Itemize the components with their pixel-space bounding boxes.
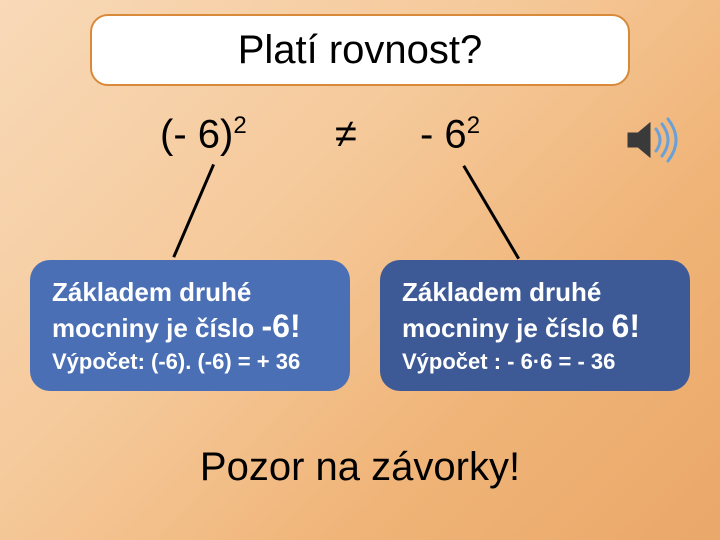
card-left-line2: mocniny je číslo -6! — [52, 308, 328, 345]
card-right-line2b: 6! — [612, 308, 640, 344]
sound-icon — [620, 115, 680, 170]
explanation-card-left: Základem druhé mocniny je číslo -6! Výpo… — [30, 260, 350, 391]
title-box: Platí rovnost? — [90, 14, 630, 86]
explanation-card-right: Základem druhé mocniny je číslo 6! Výpoč… — [380, 260, 690, 391]
card-left-calc: Výpočet: (-6). (-6) = + 36 — [52, 349, 328, 375]
card-right-line2: mocniny je číslo 6! — [402, 308, 668, 345]
equation-left: (- 6)2 — [160, 112, 247, 157]
equation-right: - 62 — [420, 112, 480, 157]
card-left-line2a: mocniny je číslo — [52, 313, 262, 343]
card-right-calc: Výpočet : - 6·6 = - 36 — [402, 349, 668, 375]
equation-operator: ≠ — [335, 112, 357, 157]
eq-right-prefix: - 6 — [420, 112, 467, 156]
card-right-line1: Základem druhé — [402, 278, 668, 308]
eq-left-base: (- 6) — [160, 112, 233, 156]
eq-right-exp: 2 — [467, 112, 480, 139]
card-left-line2b: -6! — [262, 308, 301, 344]
title-text: Platí rovnost? — [238, 28, 483, 73]
card-right-line2a: mocniny je číslo — [402, 313, 612, 343]
eq-left-exp: 2 — [233, 112, 246, 139]
footer-warning: Pozor na závorky! — [0, 445, 720, 490]
card-left-line1: Základem druhé — [52, 278, 328, 308]
equation-row: (- 6)2 ≠ - 62 — [0, 112, 720, 192]
